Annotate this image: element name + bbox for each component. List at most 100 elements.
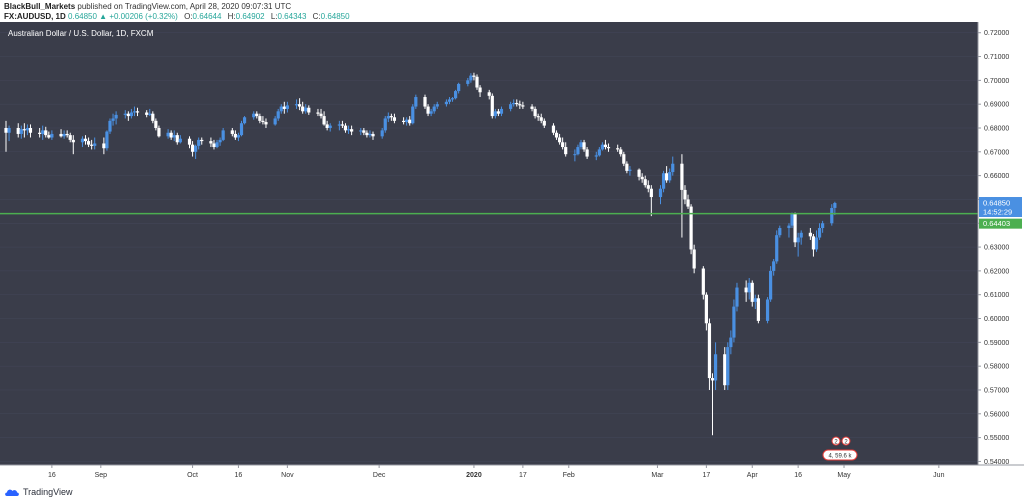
candle [157, 125, 161, 138]
tradingview-cloud-icon [5, 489, 19, 496]
horizontal-line-tag-text: 0.64403 [983, 219, 1010, 228]
candle [350, 125, 354, 136]
candle-body [423, 97, 427, 107]
candle-body [132, 111, 137, 113]
candle [362, 127, 366, 136]
candle-body [625, 163, 629, 171]
candle-body [729, 337, 733, 348]
candle-body [515, 102, 519, 105]
candle [671, 156, 675, 176]
high-label: H: [227, 12, 236, 21]
candle [444, 99, 449, 107]
candle [346, 125, 351, 134]
candle-body [62, 133, 66, 137]
candle-body [50, 133, 54, 138]
candle-body [337, 124, 341, 126]
footer-brand[interactable]: TradingView [4, 487, 73, 497]
candle-body [811, 236, 816, 250]
candle [236, 132, 241, 142]
price-tags: 0.64850 14:52:29 0.64403 [979, 197, 1022, 229]
candle [337, 120, 341, 131]
candle [230, 127, 234, 137]
candle [521, 101, 525, 109]
time-tick-label: Jun [933, 472, 944, 479]
candle [239, 120, 244, 137]
candle-body [230, 130, 234, 134]
candle-body [221, 130, 225, 140]
candle-body [200, 139, 204, 142]
candle-body [787, 225, 791, 229]
candle-body [273, 118, 277, 125]
candle [365, 130, 369, 138]
candle [215, 139, 219, 149]
candle [108, 118, 112, 134]
price-axis[interactable] [978, 22, 1024, 465]
candle [830, 204, 834, 226]
candle-body [680, 163, 684, 190]
candle-body [747, 282, 751, 293]
candle-body [472, 75, 476, 77]
candle [585, 147, 589, 159]
candle [411, 104, 415, 125]
candle [212, 139, 216, 150]
candle-body [38, 132, 42, 134]
candle [515, 99, 519, 107]
candle [325, 120, 329, 131]
time-axis-ticks: 16 Sep Oct 16 Nov Dec 2020 17 Feb Mar 17 Apr 16 May Ju… [48, 465, 945, 479]
candle [190, 141, 195, 157]
candle-body [414, 97, 418, 107]
price-tick-label: 0.62000 [984, 268, 1009, 275]
candle [221, 127, 225, 142]
candle-body [603, 144, 608, 148]
price-tick-label: 0.71000 [984, 54, 1009, 61]
candle-body [129, 112, 133, 117]
event-markers[interactable]: 2 2 4, 59.6 k [822, 436, 858, 461]
candle-body [769, 270, 773, 300]
candle-body [512, 102, 516, 105]
candle [478, 85, 482, 98]
event-badge-2[interactable] [841, 436, 851, 446]
candle-body [405, 119, 409, 123]
candle-body [435, 104, 439, 107]
candle-body [209, 141, 213, 144]
candle [649, 185, 653, 217]
candle-body [616, 148, 620, 150]
candle [151, 111, 155, 124]
candle [386, 112, 390, 123]
candle [811, 233, 816, 257]
earnings-badge[interactable] [822, 449, 858, 461]
candle-body [252, 113, 256, 118]
horizontal-line-tag [979, 218, 1022, 229]
candle-body [123, 113, 127, 115]
event-badge-1[interactable] [831, 436, 841, 446]
candle [594, 151, 598, 161]
candle [102, 137, 106, 155]
candle-body [444, 101, 449, 105]
candle [148, 108, 152, 117]
candle [542, 118, 546, 128]
time-tick-label: 17 [519, 472, 527, 479]
candle [469, 73, 473, 83]
candle [414, 94, 418, 109]
candle-body [102, 143, 106, 149]
candle-body [671, 163, 675, 173]
high-value: 0.64902 [235, 12, 265, 21]
candlestick-chart[interactable]: Australian Dollar / U.S. Dollar, 1D, FXC… [0, 22, 1024, 485]
candle [796, 232, 800, 257]
candle [282, 101, 286, 114]
candle-body [316, 112, 320, 114]
author-name[interactable]: BlackBull_Markets [4, 2, 76, 11]
candle-body [80, 138, 85, 143]
candle [713, 342, 718, 390]
candle [255, 111, 259, 119]
candle-body [554, 132, 559, 138]
candle-body [83, 138, 88, 142]
candle [16, 123, 20, 138]
candle-body [90, 144, 94, 146]
candle-body [322, 116, 326, 125]
candle [821, 220, 825, 233]
plot-area[interactable] [0, 22, 978, 465]
time-axis[interactable] [0, 465, 1024, 485]
time-tick-label: Apr [747, 472, 759, 479]
